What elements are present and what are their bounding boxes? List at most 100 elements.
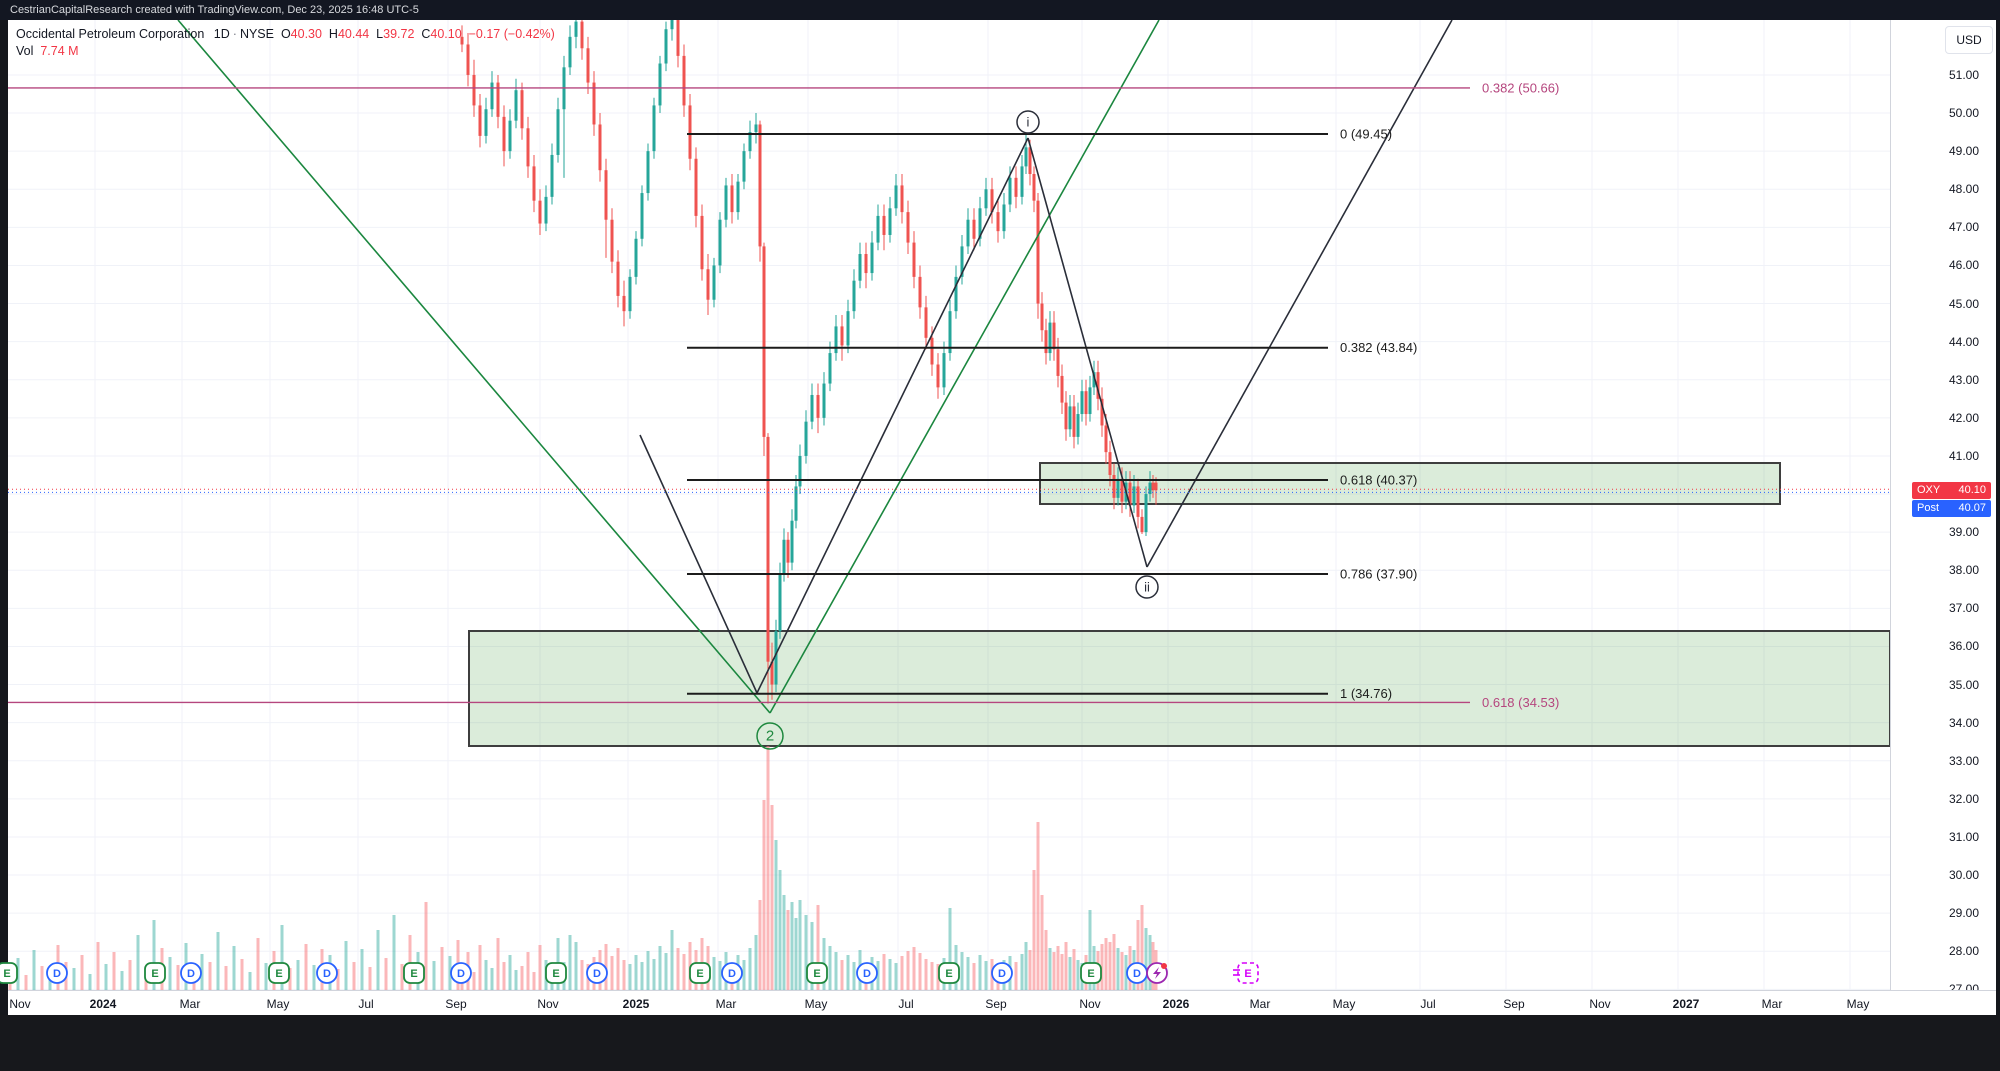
dividend-marker[interactable]: D [46,962,68,984]
svg-text:E: E [552,968,559,980]
price-tick: 38.00 [1949,563,1980,578]
time-tick-month: Sep [1503,997,1525,1011]
svg-text:E: E [275,968,282,980]
earnings-marker[interactable]: E [806,962,828,984]
svg-text:D: D [187,968,195,980]
post-market-label: Post [1917,502,1940,515]
dot-separator: · [232,27,237,41]
plot-layers [8,20,1890,990]
svg-text:E: E [1087,968,1094,980]
symbol-name[interactable]: Occidental Petroleum Corporation [16,27,205,41]
close-value: 40.10 [430,27,462,41]
open-value: 40.30 [290,27,322,41]
price-tick: 33.00 [1949,753,1980,768]
elliott-wave-path[interactable] [639,434,758,694]
time-tick-month: Nov [9,997,31,1011]
svg-text:E: E [696,968,703,980]
price-axis[interactable]: USD 51.00 50.00 49.00 48.00 47.00 46.00 45.00 4… [1890,20,1996,1015]
svg-text:D: D [728,968,736,980]
wave-label-2[interactable]: 2 [756,722,784,750]
svg-text:D: D [457,968,465,980]
exchange: NYSE [239,27,274,41]
currency-toggle[interactable]: USD [1945,26,1993,54]
fib-retracement-label: 0.618 (40.37) [1340,472,1417,487]
price-tick: 49.00 [1949,144,1980,159]
elliott-wave-path[interactable] [1027,137,1148,568]
dividend-marker[interactable]: D [1126,962,1148,984]
earnings-marker[interactable]: E [0,962,18,984]
time-tick-month: May [1846,997,1870,1011]
earnings-marker[interactable]: E [1080,962,1102,984]
timeframe[interactable]: 1D [213,27,230,41]
price-tick: 47.00 [1949,220,1980,235]
right-frame-edge [1996,20,2000,1015]
high-label: H [328,27,338,41]
volume-value: 7.74 M [40,44,79,58]
close-label: C [421,27,431,41]
price-tick: 34.00 [1949,715,1980,730]
time-tick-year: 2025 [622,997,650,1011]
wave-label-ii[interactable]: ii [1135,575,1159,599]
time-axis[interactable]: Nov 2024 Mar May Jul Sep Nov 2025 Mar May Jul Sep No… [8,990,1996,1015]
green-trendline[interactable] [769,20,1160,714]
latest-event-marker[interactable] [1146,962,1168,984]
elliott-wave-path[interactable] [756,137,1029,694]
time-tick-year: 2027 [1672,997,1700,1011]
dividend-marker[interactable]: D [180,962,202,984]
green-trendline[interactable] [177,20,771,714]
fib-retracement-label: 0.382 (43.84) [1340,340,1417,355]
dividend-marker[interactable]: D [450,962,472,984]
legend-line-2: Vol 7.74 M [16,43,555,60]
symbol-legend[interactable]: Occidental Petroleum Corporation 1D · NYSE… [16,26,555,60]
time-tick-month: May [804,997,828,1011]
earnings-marker[interactable]: E [268,962,290,984]
price-tick: 48.00 [1949,182,1980,197]
price-tick: 32.00 [1949,791,1980,806]
last-price-chip: OXY 40.10 [1912,482,1991,500]
price-tick: 50.00 [1949,106,1980,121]
earnings-marker[interactable]: E [403,962,425,984]
footer-bar: TradingView [0,1015,2000,1071]
dividend-marker[interactable]: D [586,962,608,984]
earnings-marker[interactable]: E [144,962,166,984]
price-tick: 39.00 [1949,525,1980,540]
earnings-marker[interactable]: E [938,962,960,984]
elliott-wave-path[interactable] [1146,20,1453,568]
time-tick-month: Mar [179,997,201,1011]
future-earnings-marker[interactable]: E [1233,962,1259,984]
price-tick: 42.00 [1949,410,1980,425]
candlestick-series [460,20,1158,704]
earnings-marker[interactable]: E [689,962,711,984]
dividend-marker[interactable]: D [991,962,1013,984]
wave-label-i[interactable]: i [1016,110,1040,134]
time-tick-year: 2024 [89,997,117,1011]
svg-text:D: D [998,968,1006,980]
low-value: 39.72 [383,27,415,41]
earnings-marker[interactable]: E [545,962,567,984]
price-tick: 30.00 [1949,868,1980,883]
fib-extension-label: 0.618 (34.53) [1482,695,1559,710]
volume-label[interactable]: Vol [16,44,34,58]
time-tick-year: 2026 [1162,997,1190,1011]
volume-histogram [8,746,1158,990]
time-tick-month: Mar [1761,997,1783,1011]
supply-demand-box[interactable] [468,630,1890,747]
time-tick-month: Jul [1420,997,1436,1011]
price-tick: 46.00 [1949,258,1980,273]
svg-text:E: E [151,968,158,980]
svg-text:D: D [863,968,871,980]
time-tick-month: Jul [358,997,374,1011]
svg-text:i: i [1027,115,1030,130]
time-tick-month: Nov [1589,997,1611,1011]
price-tick: 51.00 [1949,67,1980,82]
time-tick-month: May [266,997,290,1011]
chart-plot-area[interactable] [8,20,1890,1015]
dividend-marker[interactable]: D [721,962,743,984]
svg-text:E: E [3,968,10,980]
supply-demand-box[interactable] [1039,462,1781,505]
change-value: −0.17 (−0.42%) [468,27,555,41]
dividend-marker[interactable]: D [856,962,878,984]
dividend-marker[interactable]: D [316,962,338,984]
